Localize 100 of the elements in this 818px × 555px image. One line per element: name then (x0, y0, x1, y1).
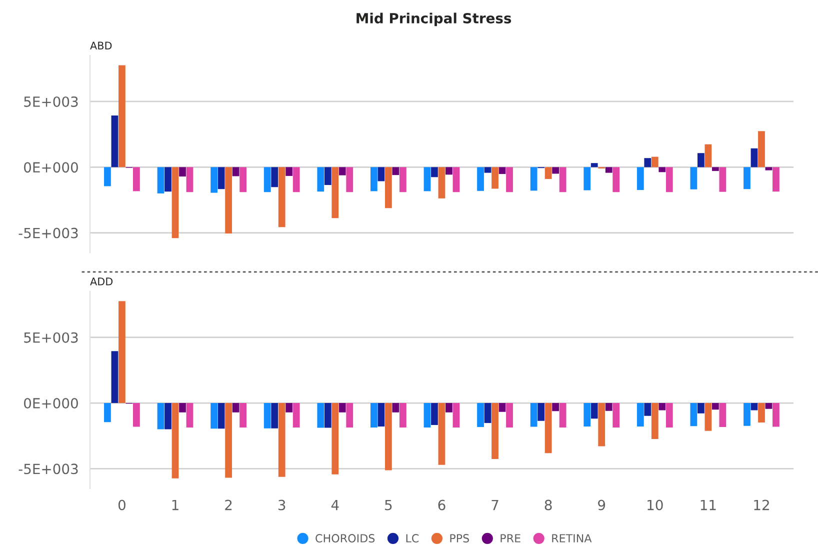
bar (506, 403, 513, 428)
bar (484, 167, 492, 173)
bar (612, 167, 620, 192)
x-tick-label: 1 (172, 500, 178, 510)
bar (172, 167, 179, 238)
bar (104, 403, 111, 422)
bar (765, 167, 772, 170)
bar (644, 158, 652, 168)
bar (590, 163, 598, 168)
bar (744, 167, 750, 190)
bar (636, 167, 644, 190)
x-tick-label: 11 (700, 500, 716, 510)
bar (384, 167, 392, 208)
x-tick-label: 12 (754, 500, 769, 510)
y-tick-label: 0E+000 (24, 162, 78, 173)
bar (346, 403, 354, 428)
bar (492, 403, 498, 459)
bar (370, 403, 378, 428)
bar (118, 65, 126, 168)
bar (392, 167, 400, 176)
x-tick-label: 5 (385, 500, 392, 510)
bar (492, 167, 498, 189)
bar (164, 167, 172, 192)
bar (544, 403, 552, 454)
bar (666, 403, 673, 428)
bar (698, 153, 704, 168)
bar (605, 167, 612, 173)
bar (292, 403, 300, 428)
bar (271, 403, 278, 428)
bar (446, 167, 452, 175)
bar (338, 403, 346, 412)
bar (438, 167, 446, 198)
bar (698, 403, 704, 414)
bar (278, 167, 286, 228)
bar (232, 167, 240, 176)
bar (104, 167, 111, 186)
bar (240, 403, 246, 428)
bar (378, 403, 385, 427)
y-tick-label: -5E+003 (18, 464, 78, 474)
bar (133, 403, 140, 427)
bar (179, 403, 186, 412)
bar (590, 403, 598, 419)
legend-label: PRE (500, 534, 520, 542)
bar (278, 403, 286, 477)
bar (317, 403, 324, 428)
legend-label: LC (406, 534, 419, 542)
bar (264, 167, 271, 192)
bar (210, 403, 218, 429)
bar (498, 403, 506, 412)
bar (218, 167, 225, 190)
x-tick-label: 6 (438, 500, 446, 510)
bar (704, 144, 712, 168)
bar (530, 167, 538, 191)
bar (452, 403, 460, 428)
bar (719, 403, 726, 428)
bar (286, 403, 293, 412)
bar (399, 403, 406, 428)
bar (704, 403, 712, 431)
bar (744, 403, 750, 426)
y-tick-label: 5E+003 (24, 332, 78, 343)
bar (712, 403, 719, 410)
legend-label: RETINA (552, 534, 592, 542)
bar (530, 403, 538, 427)
bar (658, 403, 666, 410)
bar (186, 403, 194, 428)
bar (552, 403, 559, 412)
bar (765, 403, 772, 409)
bar (506, 167, 513, 192)
bar (559, 403, 566, 428)
bar (346, 167, 354, 192)
bar (111, 351, 118, 404)
bar (264, 403, 271, 428)
chart-subtitle: ADD (90, 278, 113, 286)
bar (157, 167, 164, 194)
bar (225, 403, 232, 478)
bar (772, 167, 780, 192)
bar (484, 403, 492, 423)
bar (598, 403, 606, 446)
y-tick-label: -5E+003 (18, 228, 78, 238)
x-tick-label: 4 (331, 500, 339, 510)
bar (446, 403, 452, 412)
bar (605, 403, 612, 411)
bar (172, 403, 179, 478)
y-tick-label: 0E+000 (24, 398, 78, 408)
bar (651, 156, 658, 168)
bar (292, 167, 300, 192)
bar (772, 403, 780, 427)
bar (370, 167, 378, 192)
bar (584, 403, 591, 427)
bar (218, 403, 225, 429)
bar (658, 167, 666, 172)
bar (186, 167, 194, 192)
bar (758, 131, 765, 168)
bar (324, 403, 332, 428)
bar (552, 167, 559, 174)
y-tick-label: 5E+003 (24, 96, 78, 107)
x-tick-label: 0 (118, 500, 126, 510)
legend-label: CHOROIDS (316, 534, 375, 542)
bar (719, 167, 726, 192)
bar (644, 403, 652, 416)
